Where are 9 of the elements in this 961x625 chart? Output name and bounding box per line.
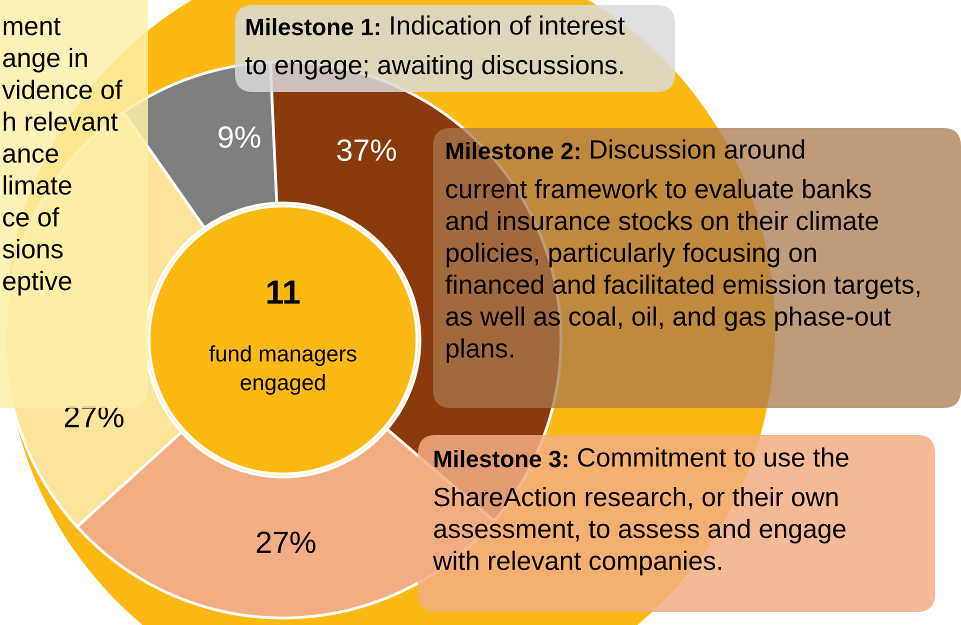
data-label: 27% [64, 406, 124, 428]
text: Milestone 3: Commitment to use the ShareAction research, or their own assessment, to assess and engage with relevant companies. [432, 447, 848, 576]
text: Milestone 2: Discussion around current framework to evaluate banks and insurance stocks on their climate policies, particularly focusing on financed and facilitated emission targets, as well as coal, oil, and gas phase-out plans. [445, 139, 920, 363]
chart-title: 11 fund managers engaged [209, 280, 356, 395]
data-label: 37% [337, 139, 396, 161]
data-label: 27% [256, 532, 316, 554]
text: Milestone 1: Indication of interest to engage; awaiting discussions. [245, 15, 625, 80]
text: ment ange in vidence of h relevant ance limate ce of sions eptive [2, 18, 122, 296]
data-label: 9% [218, 126, 260, 148]
